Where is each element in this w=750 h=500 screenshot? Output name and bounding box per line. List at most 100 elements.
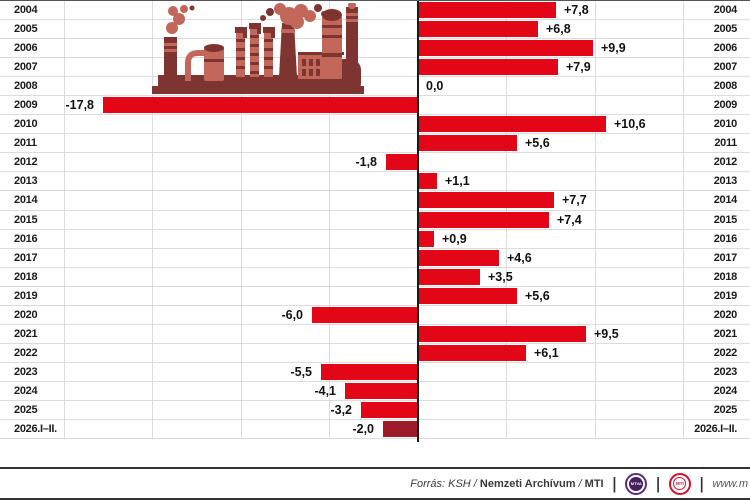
- year-label-left: 2014: [14, 194, 38, 207]
- chart-row: +0,9 2016 2016: [0, 230, 750, 249]
- value-bar: [417, 230, 434, 247]
- value-label: +6,8: [546, 22, 571, 37]
- year-label-right: 2018: [713, 270, 738, 283]
- chart-rows: +7,8 2004 2004 +6,8 2005 2005 +9,9 2006 2006 +7,9…: [0, 1, 750, 440]
- year-label-left: 2005: [14, 23, 38, 36]
- value-label: +9,9: [601, 41, 626, 56]
- chart-row: -5,5 2023 2023: [0, 363, 750, 382]
- year-label-left: 2004: [14, 4, 38, 17]
- year-label-right: 2014: [713, 194, 738, 207]
- value-bar: [344, 382, 418, 399]
- value-label: -6,0: [281, 307, 303, 322]
- vertical-gridline: [152, 1, 153, 439]
- year-label-right: 2013: [713, 175, 738, 188]
- mti-logo-icon: MTI: [668, 472, 691, 495]
- chart-row: 0,0 2008 2008: [0, 77, 750, 97]
- mti-logo-label: MTI: [673, 477, 687, 490]
- year-label-right: 2010: [713, 118, 738, 131]
- value-label: +4,6: [507, 250, 532, 265]
- chart-row: +3,5 2018 2018: [0, 268, 750, 287]
- value-label: 0,0: [426, 79, 444, 94]
- year-label-left: 2008: [14, 80, 38, 93]
- footer-divider: |: [656, 474, 660, 493]
- year-label-left: 2022: [14, 346, 38, 359]
- chart-row: +6,1 2022 2022: [0, 344, 750, 363]
- year-label-left: 2024: [14, 384, 38, 397]
- value-bar: [417, 40, 593, 57]
- year-label-left: 2016: [14, 232, 38, 245]
- chart-row: -6,0 2020 2020: [0, 306, 750, 325]
- website-link[interactable]: www.m: [712, 477, 748, 490]
- year-label-right: 2016: [713, 232, 738, 245]
- year-label-right: 2008: [713, 80, 738, 93]
- vertical-gridline: [329, 1, 330, 439]
- value-bar: [320, 363, 418, 380]
- value-bar: [417, 135, 517, 152]
- year-label-right: 2009: [713, 99, 738, 112]
- source-archive: Nemzeti Archívum: [479, 477, 576, 490]
- chart-row: +1,1 2013 2013: [0, 172, 750, 192]
- year-label-left: 2019: [14, 289, 38, 302]
- value-label: +0,9: [442, 231, 467, 246]
- value-bar: [382, 421, 418, 438]
- chart-row: -1,8 2012 2012: [0, 153, 750, 173]
- year-label-right: 2023: [713, 365, 738, 378]
- source-separator: /: [578, 477, 582, 490]
- year-label-left: 2013: [14, 175, 38, 188]
- chart-row: -4,1 2024 2024: [0, 382, 750, 401]
- value-label: +6,1: [534, 345, 559, 360]
- vertical-gridline: [241, 1, 242, 439]
- value-bar: [360, 402, 418, 418]
- year-label-right: 2024: [713, 384, 738, 397]
- chart-row: +7,9 2007 2007: [0, 58, 750, 78]
- year-label-right: 2022: [713, 346, 738, 359]
- year-label-left: 2026.I–II.: [14, 423, 57, 436]
- year-label-right: 2025: [713, 404, 738, 416]
- value-label: -5,5: [290, 364, 312, 379]
- year-label-left: 2009: [14, 99, 38, 112]
- year-label-right: 2017: [713, 251, 738, 264]
- year-label-left: 2012: [14, 156, 38, 169]
- year-label-right: 2007: [713, 61, 738, 74]
- chart-row: +4,6 2017 2017: [0, 249, 750, 268]
- value-bar: [417, 21, 538, 38]
- year-label-left: 2023: [14, 365, 38, 378]
- value-label: -3,2: [330, 403, 352, 417]
- year-label-right: 2015: [713, 213, 738, 226]
- bar-chart: +7,8 2004 2004 +6,8 2005 2005 +9,9 2006 2006 +7,9…: [0, 1, 750, 442]
- value-bar: [417, 268, 480, 285]
- year-label-left: 2015: [14, 213, 38, 226]
- zero-axis-line: [417, 1, 419, 442]
- value-bar: [311, 306, 418, 323]
- value-bar: [417, 287, 517, 304]
- vertical-gridline: [64, 1, 65, 439]
- value-label: +9,5: [594, 326, 619, 341]
- value-label: +7,9: [566, 60, 591, 75]
- value-label: -1,8: [355, 155, 377, 170]
- chart-row: +7,8 2004 2004: [0, 1, 750, 21]
- year-label-left: 2021: [14, 327, 38, 340]
- value-label: +7,4: [557, 212, 582, 227]
- year-label-left: 2006: [14, 42, 38, 55]
- year-label-right: 2006: [713, 42, 738, 55]
- value-label: +5,6: [525, 288, 550, 303]
- value-bar: [417, 211, 549, 228]
- value-label: +1,1: [445, 174, 470, 189]
- value-label: +7,7: [562, 193, 587, 208]
- value-label: +10,6: [614, 117, 646, 132]
- value-bar: [417, 116, 606, 133]
- vertical-gridline: [683, 1, 684, 439]
- value-label: -4,1: [314, 383, 336, 398]
- year-label-right: 2021: [713, 327, 738, 340]
- year-label-right: 2005: [713, 23, 738, 36]
- value-label: +5,6: [525, 136, 550, 151]
- chart-row: -3,2 2025 2025: [0, 401, 750, 421]
- value-bar: [385, 154, 418, 171]
- chart-row: +7,4 2015 2015: [0, 211, 750, 230]
- chart-row: +9,5 2021 2021: [0, 325, 750, 344]
- value-label: -2,0: [352, 422, 374, 437]
- factory-illustration: [152, 3, 364, 94]
- mtva-logo-icon: MTVA: [625, 472, 648, 495]
- chart-row: -17,8 2009 2009: [0, 96, 750, 116]
